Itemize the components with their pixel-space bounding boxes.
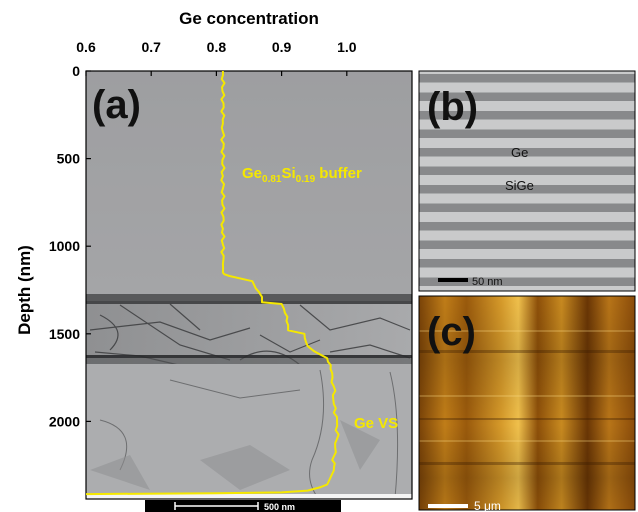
panel-b-ge-label: Ge [511,145,528,160]
dark-layer-stripe [419,185,635,194]
buffer-label: Ge0.81Si0.19 buffer [242,165,362,185]
dark-layer-stripe [419,222,635,231]
y-tick-label: 0 [72,63,80,79]
panel-c-scale-label: 5 μm [474,499,501,512]
panel-c-frame [418,295,636,511]
panel-a-scale-label: 500 nm [264,502,295,512]
dark-layer-stripe [419,259,635,268]
y-tick-label: 1500 [49,326,80,342]
dark-layer-stripe [419,166,635,175]
panel-b-background [419,71,635,291]
x-tick-label: 0.6 [76,39,96,55]
dark-layer-stripe [419,129,635,138]
x-tick-label: 0.9 [272,39,292,55]
panel-b-scale-bar: 50 nm [438,276,503,288]
dark-layer-stripe [419,148,635,157]
dark-layer-stripe [419,111,635,120]
panel-c-letter: (c) [427,310,476,354]
panel-b-sige-label: SiGe [505,178,534,193]
left-axis-title: Depth (nm) [15,245,34,335]
x-tick-labels: 0.6 0.7 0.8 0.9 1.0 [76,39,356,55]
panel-a-scale-bar: 500 nm [145,500,341,512]
y-tick-label: 500 [57,151,81,167]
dark-layer-stripe [419,240,635,249]
dark-layer-stripe [419,277,635,286]
panel-b [419,71,635,291]
y-tick-label: 1000 [49,238,80,254]
panel-b-letter: (b) [427,85,478,129]
panel-a-letter: (a) [92,83,141,127]
dark-layer-stripe [419,74,635,83]
ge-concentration-profile-line [85,70,340,496]
x-tick-label: 0.8 [207,39,227,55]
dark-layer-stripe [419,92,635,101]
panel-b-frame [418,70,636,292]
panel-a [86,71,412,499]
y-tick-labels: 0 500 1000 1500 2000 [49,63,80,429]
ge-vs-label: Ge VS [354,415,398,432]
x-tick-label: 1.0 [337,39,357,55]
top-axis-title: Ge concentration [179,9,319,28]
panel-b-layer-stripes [419,74,635,286]
y-tick-label: 2000 [49,413,80,429]
panel-b-scale-label: 50 nm [472,276,503,288]
x-tick-label: 0.7 [141,39,161,55]
panel-a-frame [85,70,413,500]
dark-layer-stripe [419,203,635,212]
panel-c [419,296,635,510]
panel-c-scale-bar: 5 μm [428,499,501,512]
